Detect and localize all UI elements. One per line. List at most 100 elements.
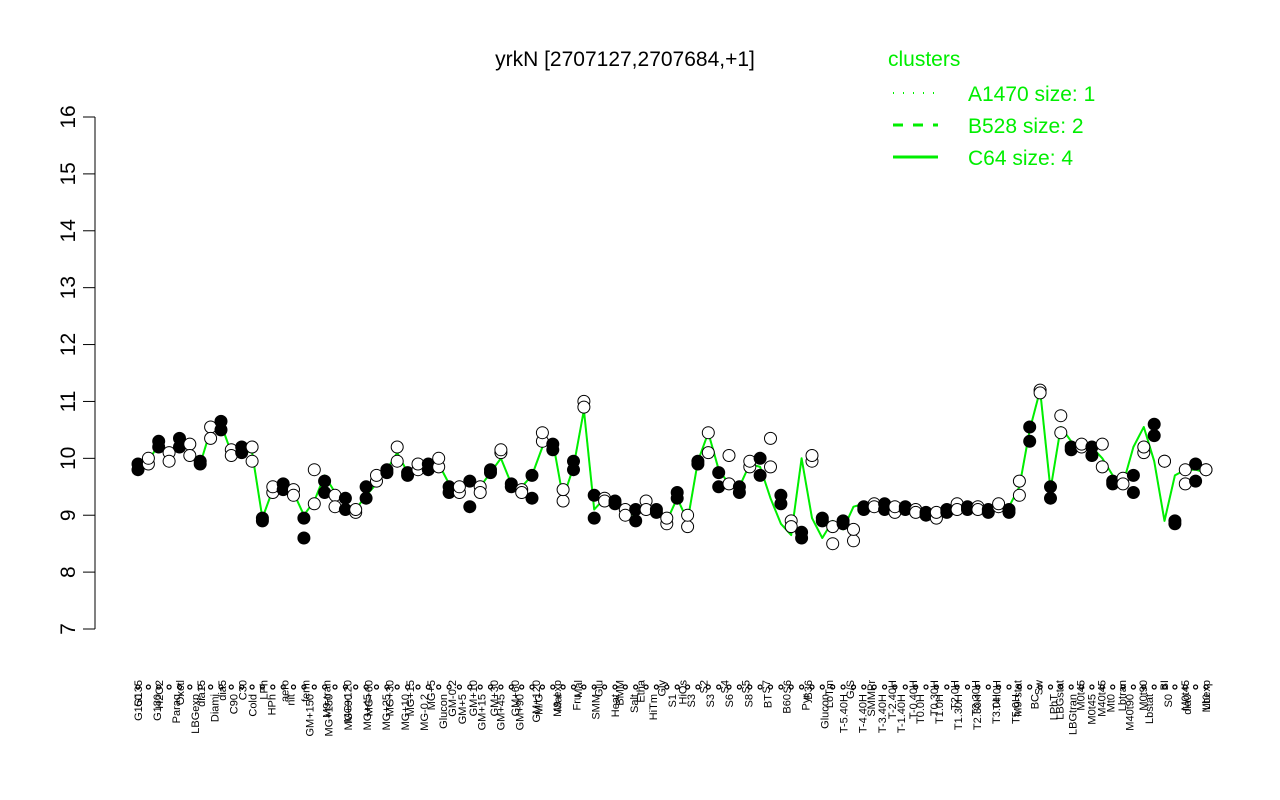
data-point	[380, 466, 394, 480]
x-tick-marker-inner	[841, 685, 845, 689]
x-label-bottom: GM+45	[495, 694, 507, 730]
data-point	[193, 454, 207, 468]
data-point	[204, 431, 218, 445]
x-tick-marker-inner	[603, 685, 606, 689]
x-tick-marker-inner	[364, 685, 368, 689]
x-label-bottom: MG+25	[381, 694, 393, 730]
x-axis: G135 H2O2 Oxctl dia15 dia5 C30 LPh aero ferm M9-t…	[133, 679, 1213, 736]
x-label-top: Mal	[573, 680, 585, 698]
x-label-top: LoTm	[824, 680, 836, 708]
x-label-top: MG+120	[342, 680, 354, 723]
x-tick-marker-inner	[1163, 685, 1166, 689]
x-label-bottom: S3	[686, 694, 698, 707]
x-tick-marker-inner	[499, 685, 503, 689]
x-label-bottom: M/G	[534, 694, 546, 715]
x-label-bottom: MG+150	[324, 694, 336, 737]
x-tick-marker-inner	[1194, 685, 1197, 689]
x-label-bottom: Mt0	[1201, 694, 1213, 712]
x-tick-marker-inner	[375, 685, 378, 689]
x-label-bottom: Mt0	[1106, 694, 1118, 712]
y-tick-label: 14	[57, 219, 80, 243]
x-label-bottom: MG-0.2	[419, 694, 431, 731]
data-point	[1012, 474, 1026, 488]
data-point	[618, 508, 632, 522]
x-tick-marker-inner	[1059, 685, 1063, 689]
x-tick-marker-inner	[323, 685, 326, 689]
x-tick-marker-inner	[426, 685, 430, 689]
x-label-bottom: C90	[228, 694, 240, 714]
data-point	[318, 474, 332, 488]
x-tick-marker-inner	[229, 685, 233, 689]
x-tick-marker-inner	[1142, 685, 1146, 689]
x-label-top: aero	[280, 680, 292, 702]
legend-label-solid: C64 size: 4	[968, 147, 1073, 170]
data-point	[1189, 474, 1203, 488]
x-label-bottom: T-3.40H	[877, 694, 889, 733]
x-label-top: LBGstat	[1054, 680, 1066, 720]
x-label-bottom: T1.0H	[934, 694, 946, 724]
data-point	[847, 534, 860, 548]
x-label-bottom: MG+90	[343, 694, 355, 730]
x-tick-marker-inner	[406, 685, 409, 689]
x-tick-marker-inner	[903, 685, 907, 689]
x-tick-marker-inner	[623, 685, 627, 689]
x-label-top: ferm	[301, 680, 313, 702]
x-label-top: Gly	[657, 680, 669, 697]
x-label-bottom: LPhT	[1048, 694, 1060, 721]
data-point	[629, 514, 643, 528]
x-label-bottom: S6	[724, 694, 736, 707]
y-tick-label: 16	[57, 105, 80, 128]
x-tick-marker-inner	[1038, 685, 1042, 689]
y-tick-label: 8	[57, 566, 80, 578]
x-label-bottom: S8	[743, 694, 755, 707]
x-tick-marker-inner	[250, 685, 254, 689]
x-tick-marker-inner	[292, 685, 295, 689]
data-point	[1199, 463, 1213, 477]
data-point	[525, 491, 539, 505]
x-label-top: Oxctl	[175, 680, 187, 705]
x-tick-marker-inner	[1183, 685, 1187, 689]
x-tick-marker-inner	[924, 685, 928, 689]
x-label-top: T0.30H	[929, 680, 941, 716]
x-tick-marker-inner	[852, 685, 855, 689]
x-label-bottom: S0	[1163, 694, 1175, 707]
x-tick-marker-inner	[966, 685, 969, 689]
x-label-bottom: M40t90	[1125, 694, 1137, 731]
x-label-top: M0t45	[1180, 680, 1192, 711]
x-label-bottom: Glucon	[438, 694, 450, 729]
x-tick-marker-inner	[271, 685, 275, 689]
x-tick-marker-inner	[1173, 685, 1177, 689]
x-tick-marker-inner	[986, 685, 990, 689]
data-point	[815, 511, 829, 525]
x-tick-marker-inner	[675, 685, 679, 689]
x-label-bottom: T5.0H	[1010, 694, 1022, 724]
x-label-bottom: T-4.40H	[858, 694, 870, 733]
data-point	[1002, 503, 1016, 516]
data-point	[556, 494, 570, 508]
y-tick-label: 9	[57, 509, 80, 521]
x-tick-marker-inner	[706, 685, 710, 689]
data-point	[287, 488, 300, 502]
data-point	[473, 486, 487, 499]
x-tick-marker-inner	[385, 685, 389, 689]
x-tick-marker-inner	[862, 685, 866, 689]
x-label-bottom: Heat	[610, 694, 622, 717]
x-label-bottom: BT	[762, 694, 774, 708]
data-point	[712, 466, 726, 480]
x-label-bottom: B60	[781, 694, 793, 714]
x-tick-marker-inner	[468, 685, 472, 689]
x-label-top: GM+30	[489, 680, 501, 716]
y-axis: 7 8 9 10 11 12 13 14 15 16	[57, 105, 96, 635]
y-tick-label: 12	[57, 333, 80, 356]
data-point	[1054, 426, 1068, 440]
data-point	[1095, 437, 1109, 451]
data-point	[1126, 468, 1140, 482]
data-point	[577, 400, 591, 414]
data-point	[608, 497, 622, 511]
x-tick-marker-inner	[665, 685, 669, 689]
data-point	[1012, 488, 1026, 502]
x-tick-marker-inner	[613, 685, 617, 689]
x-tick-marker-inner	[1152, 685, 1156, 689]
data-point	[764, 460, 777, 474]
x-label-top: S4	[719, 680, 731, 693]
